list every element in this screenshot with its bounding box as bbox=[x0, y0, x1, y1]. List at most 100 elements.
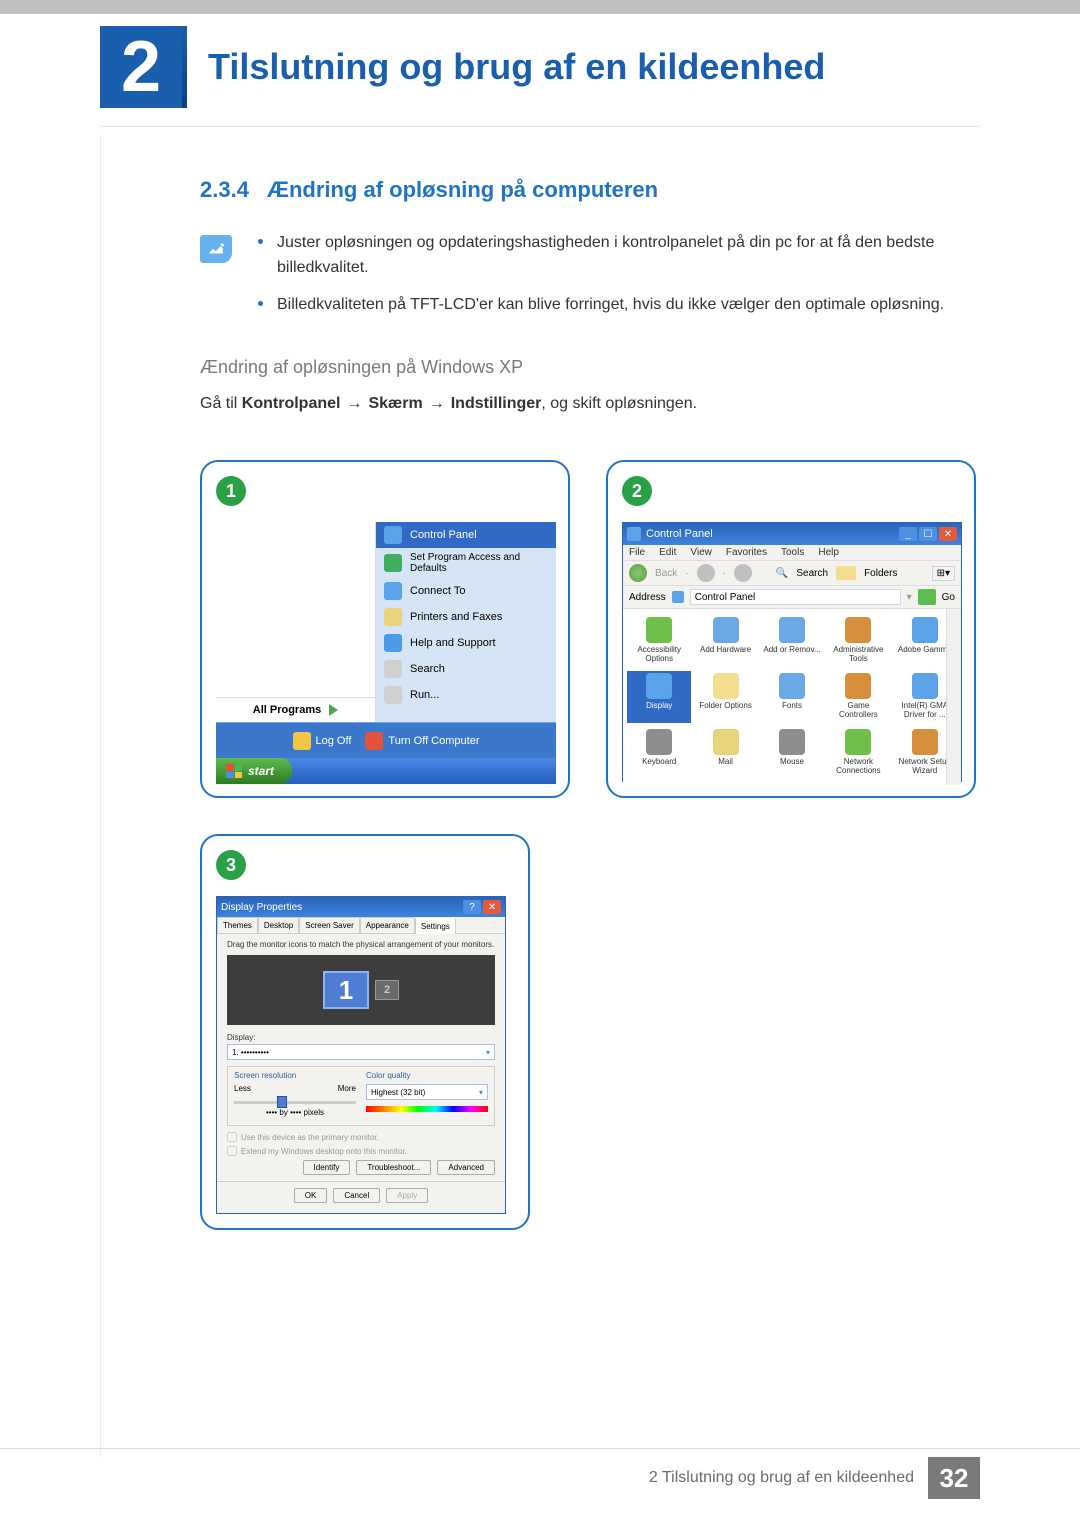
subsection-title: Ændring af opløsningen på Windows XP bbox=[200, 357, 980, 378]
advanced-button[interactable]: Advanced bbox=[437, 1160, 495, 1175]
start-menu-item[interactable]: Set Program Access and Defaults bbox=[376, 548, 556, 578]
cancel-button[interactable]: Cancel bbox=[333, 1188, 380, 1203]
menu-item[interactable]: Help bbox=[818, 547, 839, 558]
close-button[interactable]: ✕ bbox=[939, 527, 957, 541]
menu-item-icon bbox=[384, 582, 402, 600]
menu-bar: File Edit View Favorites Tools Help bbox=[623, 545, 961, 560]
color-select[interactable]: Highest (32 bit)▾ bbox=[366, 1084, 488, 1100]
monitor-1[interactable]: 1 bbox=[323, 971, 369, 1009]
windows-flag-icon bbox=[226, 764, 242, 778]
divider bbox=[100, 126, 980, 127]
dp-body: Drag the monitor icons to match the phys… bbox=[217, 933, 505, 1213]
primary-checkbox[interactable]: Use this device as the primary monitor. bbox=[227, 1132, 495, 1142]
menu-item[interactable]: Tools bbox=[781, 547, 804, 558]
menu-item[interactable]: Favorites bbox=[726, 547, 767, 558]
control-panel-item[interactable]: Network Setup Wizard bbox=[893, 727, 957, 779]
menu-item-icon bbox=[384, 686, 402, 704]
footer-text: 2 Tilslutning og brug af en kildeenhed bbox=[649, 1469, 914, 1487]
address-input[interactable] bbox=[690, 589, 901, 605]
display-label: Display: bbox=[227, 1033, 495, 1042]
cp-item-icon bbox=[646, 617, 672, 643]
help-button[interactable]: ? bbox=[463, 900, 481, 914]
display-select[interactable]: 1. ••••••••••▾ bbox=[227, 1044, 495, 1060]
menu-item[interactable]: View bbox=[690, 547, 712, 558]
control-panel-item[interactable]: Administrative Tools bbox=[826, 615, 890, 667]
power-icon bbox=[365, 732, 383, 750]
control-panel-item[interactable]: Display bbox=[627, 671, 691, 723]
control-panel-item[interactable]: Network Connections bbox=[826, 727, 890, 779]
start-menu: All Programs Control PanelSet Program Ac… bbox=[216, 522, 556, 782]
control-panel-item[interactable]: Keyboard bbox=[627, 727, 691, 779]
all-programs-item[interactable]: All Programs bbox=[216, 697, 375, 722]
forward-button[interactable] bbox=[697, 564, 715, 582]
ok-button[interactable]: OK bbox=[294, 1188, 328, 1203]
troubleshoot-button[interactable]: Troubleshoot... bbox=[356, 1160, 431, 1175]
control-panel-item[interactable]: Adobe Gamma bbox=[893, 615, 957, 667]
identify-button[interactable]: Identify bbox=[303, 1160, 351, 1175]
control-panel-item[interactable]: Intel(R) GMA Driver for ... bbox=[893, 671, 957, 723]
monitor-2[interactable]: 2 bbox=[375, 980, 399, 1000]
chapter-badge: 2 bbox=[100, 26, 182, 108]
cp-item-icon bbox=[646, 729, 672, 755]
menu-item[interactable]: Edit bbox=[659, 547, 676, 558]
menu-item[interactable]: File bbox=[629, 547, 645, 558]
cp-item-icon bbox=[646, 673, 672, 699]
control-panel-item[interactable]: Folder Options bbox=[693, 671, 757, 723]
cp-item-icon bbox=[912, 673, 938, 699]
maximize-button[interactable]: ☐ bbox=[919, 527, 937, 541]
tab-appearance[interactable]: Appearance bbox=[360, 917, 415, 933]
control-panel-item[interactable]: Game Controllers bbox=[826, 671, 890, 723]
start-menu-item[interactable]: Printers and Faxes bbox=[376, 604, 556, 630]
control-panel-item[interactable]: Add Hardware bbox=[693, 615, 757, 667]
control-panel-item[interactable]: Mouse bbox=[760, 727, 824, 779]
note-bullet-2: Billedkvaliteten på TFT-LCD'er kan blive… bbox=[258, 293, 980, 318]
control-panel-item[interactable]: Fonts bbox=[760, 671, 824, 723]
screenshot-1-frame: 1 All Programs Control PanelSet Program … bbox=[200, 460, 570, 798]
section-heading: 2.3.4Ændring af opløsning på computeren bbox=[200, 177, 980, 203]
page: { "chapter": { "num": "2", "title": "Til… bbox=[0, 0, 1080, 1527]
cp-item-icon bbox=[779, 673, 805, 699]
cp-item-icon bbox=[779, 729, 805, 755]
back-button[interactable] bbox=[629, 564, 647, 582]
go-button[interactable] bbox=[918, 589, 936, 605]
view-button[interactable]: ⊞▾ bbox=[932, 566, 955, 581]
tab-screen-saver[interactable]: Screen Saver bbox=[299, 917, 359, 933]
tab-settings[interactable]: Settings bbox=[415, 918, 456, 934]
power-button[interactable]: Turn Off Computer bbox=[365, 732, 479, 750]
logoff-bar: Log Off Turn Off Computer bbox=[216, 722, 556, 758]
start-right-column: Control PanelSet Program Access and Defa… bbox=[376, 522, 556, 722]
up-button[interactable] bbox=[734, 564, 752, 582]
start-left-column: All Programs bbox=[216, 522, 376, 722]
tab-desktop[interactable]: Desktop bbox=[258, 917, 299, 933]
start-menu-item[interactable]: Control Panel bbox=[376, 522, 556, 548]
extend-checkbox[interactable]: Extend my Windows desktop onto this moni… bbox=[227, 1146, 495, 1156]
color-group: Color quality Highest (32 bit)▾ bbox=[366, 1071, 488, 1117]
control-panel-item[interactable]: Add or Remov... bbox=[760, 615, 824, 667]
dp-titlebar: Display Properties ? ✕ bbox=[217, 897, 505, 917]
tab-themes[interactable]: Themes bbox=[217, 917, 258, 933]
menu-item-icon bbox=[384, 634, 402, 652]
screenshot-3-frame: 3 Display Properties ? ✕ ThemesDesktopSc… bbox=[200, 834, 530, 1230]
start-menu-item[interactable]: Run... bbox=[376, 682, 556, 708]
menu-item-icon bbox=[384, 554, 402, 572]
resolution-slider[interactable] bbox=[234, 1101, 356, 1104]
step-badge-2: 2 bbox=[622, 476, 652, 506]
dp-close-button[interactable]: ✕ bbox=[483, 900, 501, 914]
logoff-button[interactable]: Log Off bbox=[293, 732, 352, 750]
start-menu-item[interactable]: Connect To bbox=[376, 578, 556, 604]
monitor-area[interactable]: 1 2 bbox=[227, 955, 495, 1025]
settings-fieldset: Screen resolution LessMore •••• by •••• … bbox=[227, 1066, 495, 1126]
chapter-title: Tilslutning og brug af en kildeenhed bbox=[208, 46, 825, 88]
chapter-header: 2 Tilslutning og brug af en kildeenhed bbox=[0, 26, 1080, 108]
cp-item-icon bbox=[779, 617, 805, 643]
step-badge-3: 3 bbox=[216, 850, 246, 880]
apply-button[interactable]: Apply bbox=[386, 1188, 428, 1203]
control-panel-item[interactable]: Accessibility Options bbox=[627, 615, 691, 667]
start-button[interactable]: start bbox=[216, 758, 292, 784]
cp-item-icon bbox=[845, 617, 871, 643]
minimize-button[interactable]: _ bbox=[899, 527, 917, 541]
control-panel-item[interactable]: Mail bbox=[693, 727, 757, 779]
folders-icon bbox=[836, 566, 856, 580]
start-menu-item[interactable]: Help and Support bbox=[376, 630, 556, 656]
start-menu-item[interactable]: Search bbox=[376, 656, 556, 682]
